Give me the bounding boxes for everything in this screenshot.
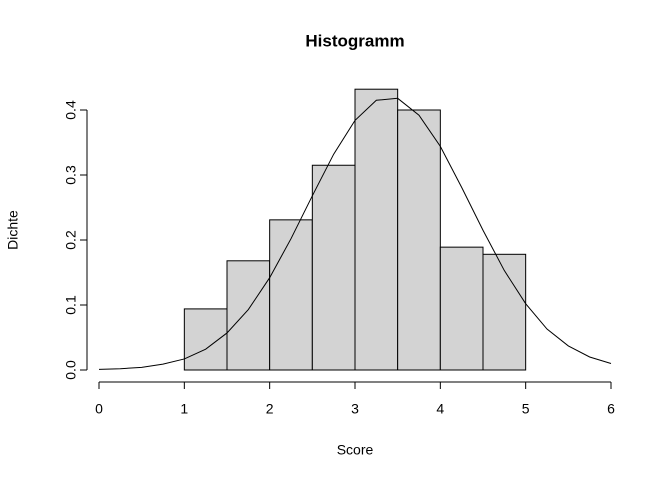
bar	[269, 219, 313, 371]
bar	[226, 260, 271, 371]
y-tick-label: 0.3	[63, 165, 79, 185]
x-tick-label: 1	[180, 401, 188, 417]
x-tick-label: 6	[607, 401, 615, 417]
bar	[482, 253, 527, 371]
chart-title: Histogramm	[305, 31, 404, 50]
y-tick-label: 0.4	[63, 100, 79, 120]
bar	[397, 109, 441, 371]
bar	[439, 246, 484, 371]
y-axis-label: Dichte	[5, 210, 21, 250]
y-tick-label: 0.2	[63, 230, 79, 250]
x-tick-label: 0	[95, 401, 103, 417]
bar	[311, 164, 356, 371]
density-curve	[98, 97, 612, 370]
x-tick-label: 2	[266, 401, 274, 417]
bar	[183, 308, 228, 371]
x-axis-label: Score	[337, 442, 374, 458]
x-tick-label: 4	[436, 401, 444, 417]
y-tick-label: 0.0	[63, 360, 79, 380]
x-tick-label: 5	[522, 401, 530, 417]
x-tick-label: 3	[351, 401, 359, 417]
y-tick-label: 0.1	[63, 295, 79, 315]
bar	[354, 88, 399, 371]
